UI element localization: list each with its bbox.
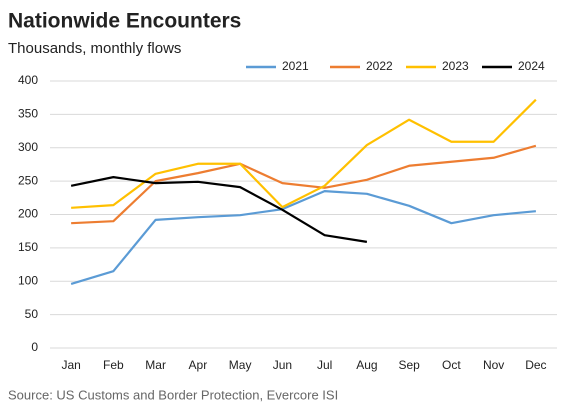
y-tick-label: 150: [18, 240, 38, 254]
y-tick-label: 100: [18, 273, 38, 287]
x-tick-label: Mar: [145, 358, 166, 372]
x-tick-label: Feb: [103, 358, 124, 372]
chart-title: Nationwide Encounters: [8, 10, 241, 33]
series-line: [70, 190, 536, 285]
series-line: [71, 144, 537, 225]
x-tick-label: Jun: [273, 358, 292, 372]
source: Source: US Customs and Border Protection…: [8, 387, 338, 402]
y-tick-label: 0: [31, 340, 38, 354]
legend-label: 2024: [518, 59, 545, 73]
x-tick-label: Apr: [189, 358, 208, 372]
y-tick-label: 350: [18, 107, 38, 121]
legend-label: 2022: [366, 59, 393, 73]
x-tick-label: Jul: [317, 358, 332, 372]
x-tick-label: Sep: [398, 358, 420, 372]
legend-label: 2021: [282, 59, 309, 73]
y-tick-label: 400: [18, 73, 38, 87]
series-line: [70, 176, 368, 243]
x-tick-label: Oct: [442, 358, 461, 372]
x-tick-label: Dec: [525, 358, 546, 372]
y-tick-label: 200: [18, 207, 38, 221]
y-tick-label: 50: [25, 307, 39, 321]
legend-label: 2023: [442, 59, 469, 73]
chart-subtitle: Thousands, monthly flows: [8, 40, 181, 57]
x-tick-label: May: [229, 358, 252, 372]
series-line: [71, 98, 537, 209]
x-tick-label: Nov: [483, 358, 504, 372]
y-tick-label: 300: [18, 140, 38, 154]
x-tick-label: Jan: [61, 358, 80, 372]
y-tick-label: 250: [18, 173, 38, 187]
x-tick-label: Aug: [356, 358, 377, 372]
